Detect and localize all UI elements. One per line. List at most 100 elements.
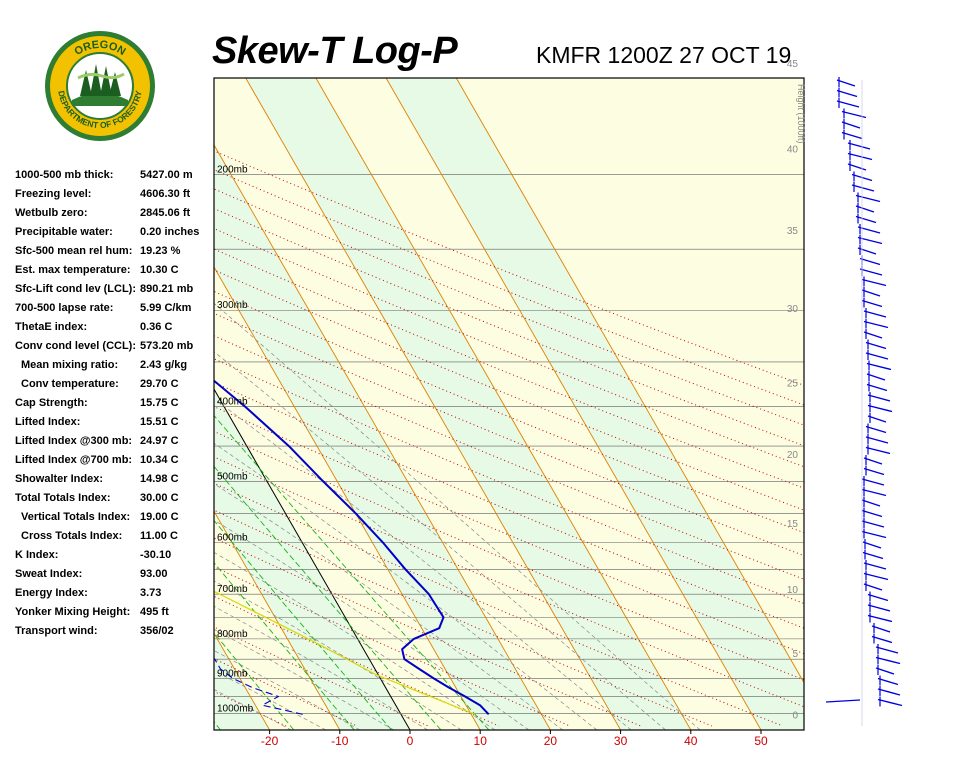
stat-label: Wetbulb zero: (15, 207, 88, 219)
wind-barb-surface (825, 699, 861, 703)
stat-row: Total Totals Index: 30.00 C (15, 490, 215, 509)
stat-row: Yonker Mixing Height: 495 ft (15, 604, 215, 623)
wind-barb-column (825, 77, 903, 726)
isotherm-line (214, 388, 411, 730)
mixing-ratio-label: 2 (2, 297, 16, 310)
height-tick-label: 35 (787, 226, 799, 237)
oregon-department-of-forestry-logo: OREGON DEPARTMENT OF FORESTRY (44, 30, 156, 142)
pressure-label: 1000mb (217, 704, 254, 715)
mixing-ratio-label: 5 (78, 296, 92, 309)
stat-value: 24.97 C (140, 435, 179, 447)
isotherm-line (315, 78, 692, 730)
x-tick-label: -10 (331, 734, 349, 748)
moist-adiabat (214, 605, 428, 730)
x-tick-label: 20 (544, 734, 558, 748)
x-tick-label: 50 (754, 734, 768, 748)
moist-adiabat (214, 302, 701, 730)
stat-row: Est. max temperature: 10.30 C (15, 262, 215, 281)
stat-row: Vertical Totals Index: 19.00 C (15, 509, 215, 528)
plot-area: 0.412358 (0, 78, 804, 730)
wind-barb (871, 635, 893, 644)
stat-value: 2845.06 ft (140, 207, 191, 219)
stat-label: Sfc-500 mean rel hum: (15, 245, 133, 257)
chart-title: Skew-T Log-P (212, 30, 458, 72)
stat-value: 3.73 (140, 587, 162, 599)
dry-adiabat (0, 78, 144, 726)
wind-barb (867, 415, 887, 423)
wind-barb (855, 194, 881, 203)
stat-label: Vertical Totals Index: (21, 511, 131, 523)
moist-adiabat (214, 442, 598, 730)
stat-row: Conv cond level (CCL): 573.20 mb (15, 338, 215, 357)
pressure-label: 300mb (217, 300, 248, 311)
isotherm-line (245, 78, 621, 730)
wind-barb (877, 688, 901, 696)
stat-value: 15.75 C (140, 397, 179, 409)
temperature-profile (214, 379, 490, 715)
dry-adiabat (214, 169, 804, 406)
height-tick-label: 0 (792, 711, 798, 722)
stat-row: Wetbulb zero: 2845.06 ft (15, 205, 215, 224)
sounding-indices-panel: 1000-500 mb thick: 5427.00 m Freezing leve… (15, 167, 215, 642)
wind-barb (859, 268, 883, 276)
dry-adiabat (214, 381, 804, 629)
stat-value: 5.99 C/km (140, 302, 192, 314)
stat-row: Cap Strength: 15.75 C (15, 395, 215, 414)
height-tick-label: 20 (787, 450, 799, 461)
isotherm-line (455, 78, 804, 684)
wind-barb (877, 698, 903, 707)
moist-adiabat (214, 351, 666, 730)
stat-value: 890.21 mb (140, 283, 194, 295)
height-tick-label: 10 (787, 585, 799, 596)
stat-row: Cross Totals Index: 11.00 C (15, 528, 215, 547)
stat-label: Cap Strength: (15, 397, 88, 409)
stat-row: 1000-500 mb thick: 5427.00 m (15, 167, 215, 186)
wind-barb (877, 677, 899, 686)
wind-barb (861, 520, 885, 528)
stat-label: Showalter Index: (15, 473, 104, 485)
stat-row: Precipitable water: 0.20 inches (15, 224, 215, 243)
wind-barb (865, 352, 889, 360)
wind-barb (866, 383, 888, 392)
pressure-label: 200mb (217, 164, 248, 175)
wind-barb (841, 131, 863, 140)
wind-barb (851, 184, 875, 192)
stat-label: Lifted Index: (15, 416, 81, 428)
isotherm-band (245, 78, 691, 730)
stat-row: K Index: -30.10 (15, 547, 215, 566)
wind-barb (866, 362, 892, 371)
parcel-trace (214, 590, 475, 715)
pressure-label: 500mb (217, 471, 248, 482)
stat-row: Energy Index: 3.73 (15, 585, 215, 604)
isotherm-band (0, 78, 129, 730)
isotherm-line (214, 510, 341, 730)
stat-label: Mean mixing ratio: (21, 359, 119, 371)
x-tick-label: 40 (684, 734, 698, 748)
stat-label: ThetaE index: (15, 321, 88, 333)
stat-value: 0.36 C (140, 321, 173, 333)
stat-label: Total Totals Index: (15, 492, 111, 504)
pressure-label: 900mb (217, 668, 248, 679)
pressure-label: 400mb (217, 397, 248, 408)
stat-label: Transport wind: (15, 625, 98, 637)
x-tick-label: 30 (614, 734, 628, 748)
stat-label: Conv temperature: (21, 378, 119, 390)
wind-barb (857, 247, 877, 255)
wind-barb (861, 499, 881, 507)
wind-barb (836, 100, 860, 108)
isotherm-band (386, 78, 804, 730)
stat-row: Sfc-500 mean rel hum: 19.23 % (15, 243, 215, 262)
x-tick-label: -20 (261, 734, 279, 748)
stat-label: 1000-500 mb thick: (15, 169, 114, 181)
moist-adiabat (214, 551, 496, 730)
stat-row: ThetaE index: 0.36 C (15, 319, 215, 338)
dry-adiabat (214, 724, 216, 727)
stat-value: 30.00 C (140, 492, 179, 504)
stat-value: 10.34 C (140, 454, 179, 466)
wind-barb (861, 509, 883, 518)
dry-adiabat (214, 248, 804, 489)
dry-adiabat (214, 207, 804, 447)
stat-row: Freezing level: 4606.30 ft (15, 186, 215, 205)
stat-label: Sfc-Lift cond lev (LCL): (15, 283, 136, 295)
